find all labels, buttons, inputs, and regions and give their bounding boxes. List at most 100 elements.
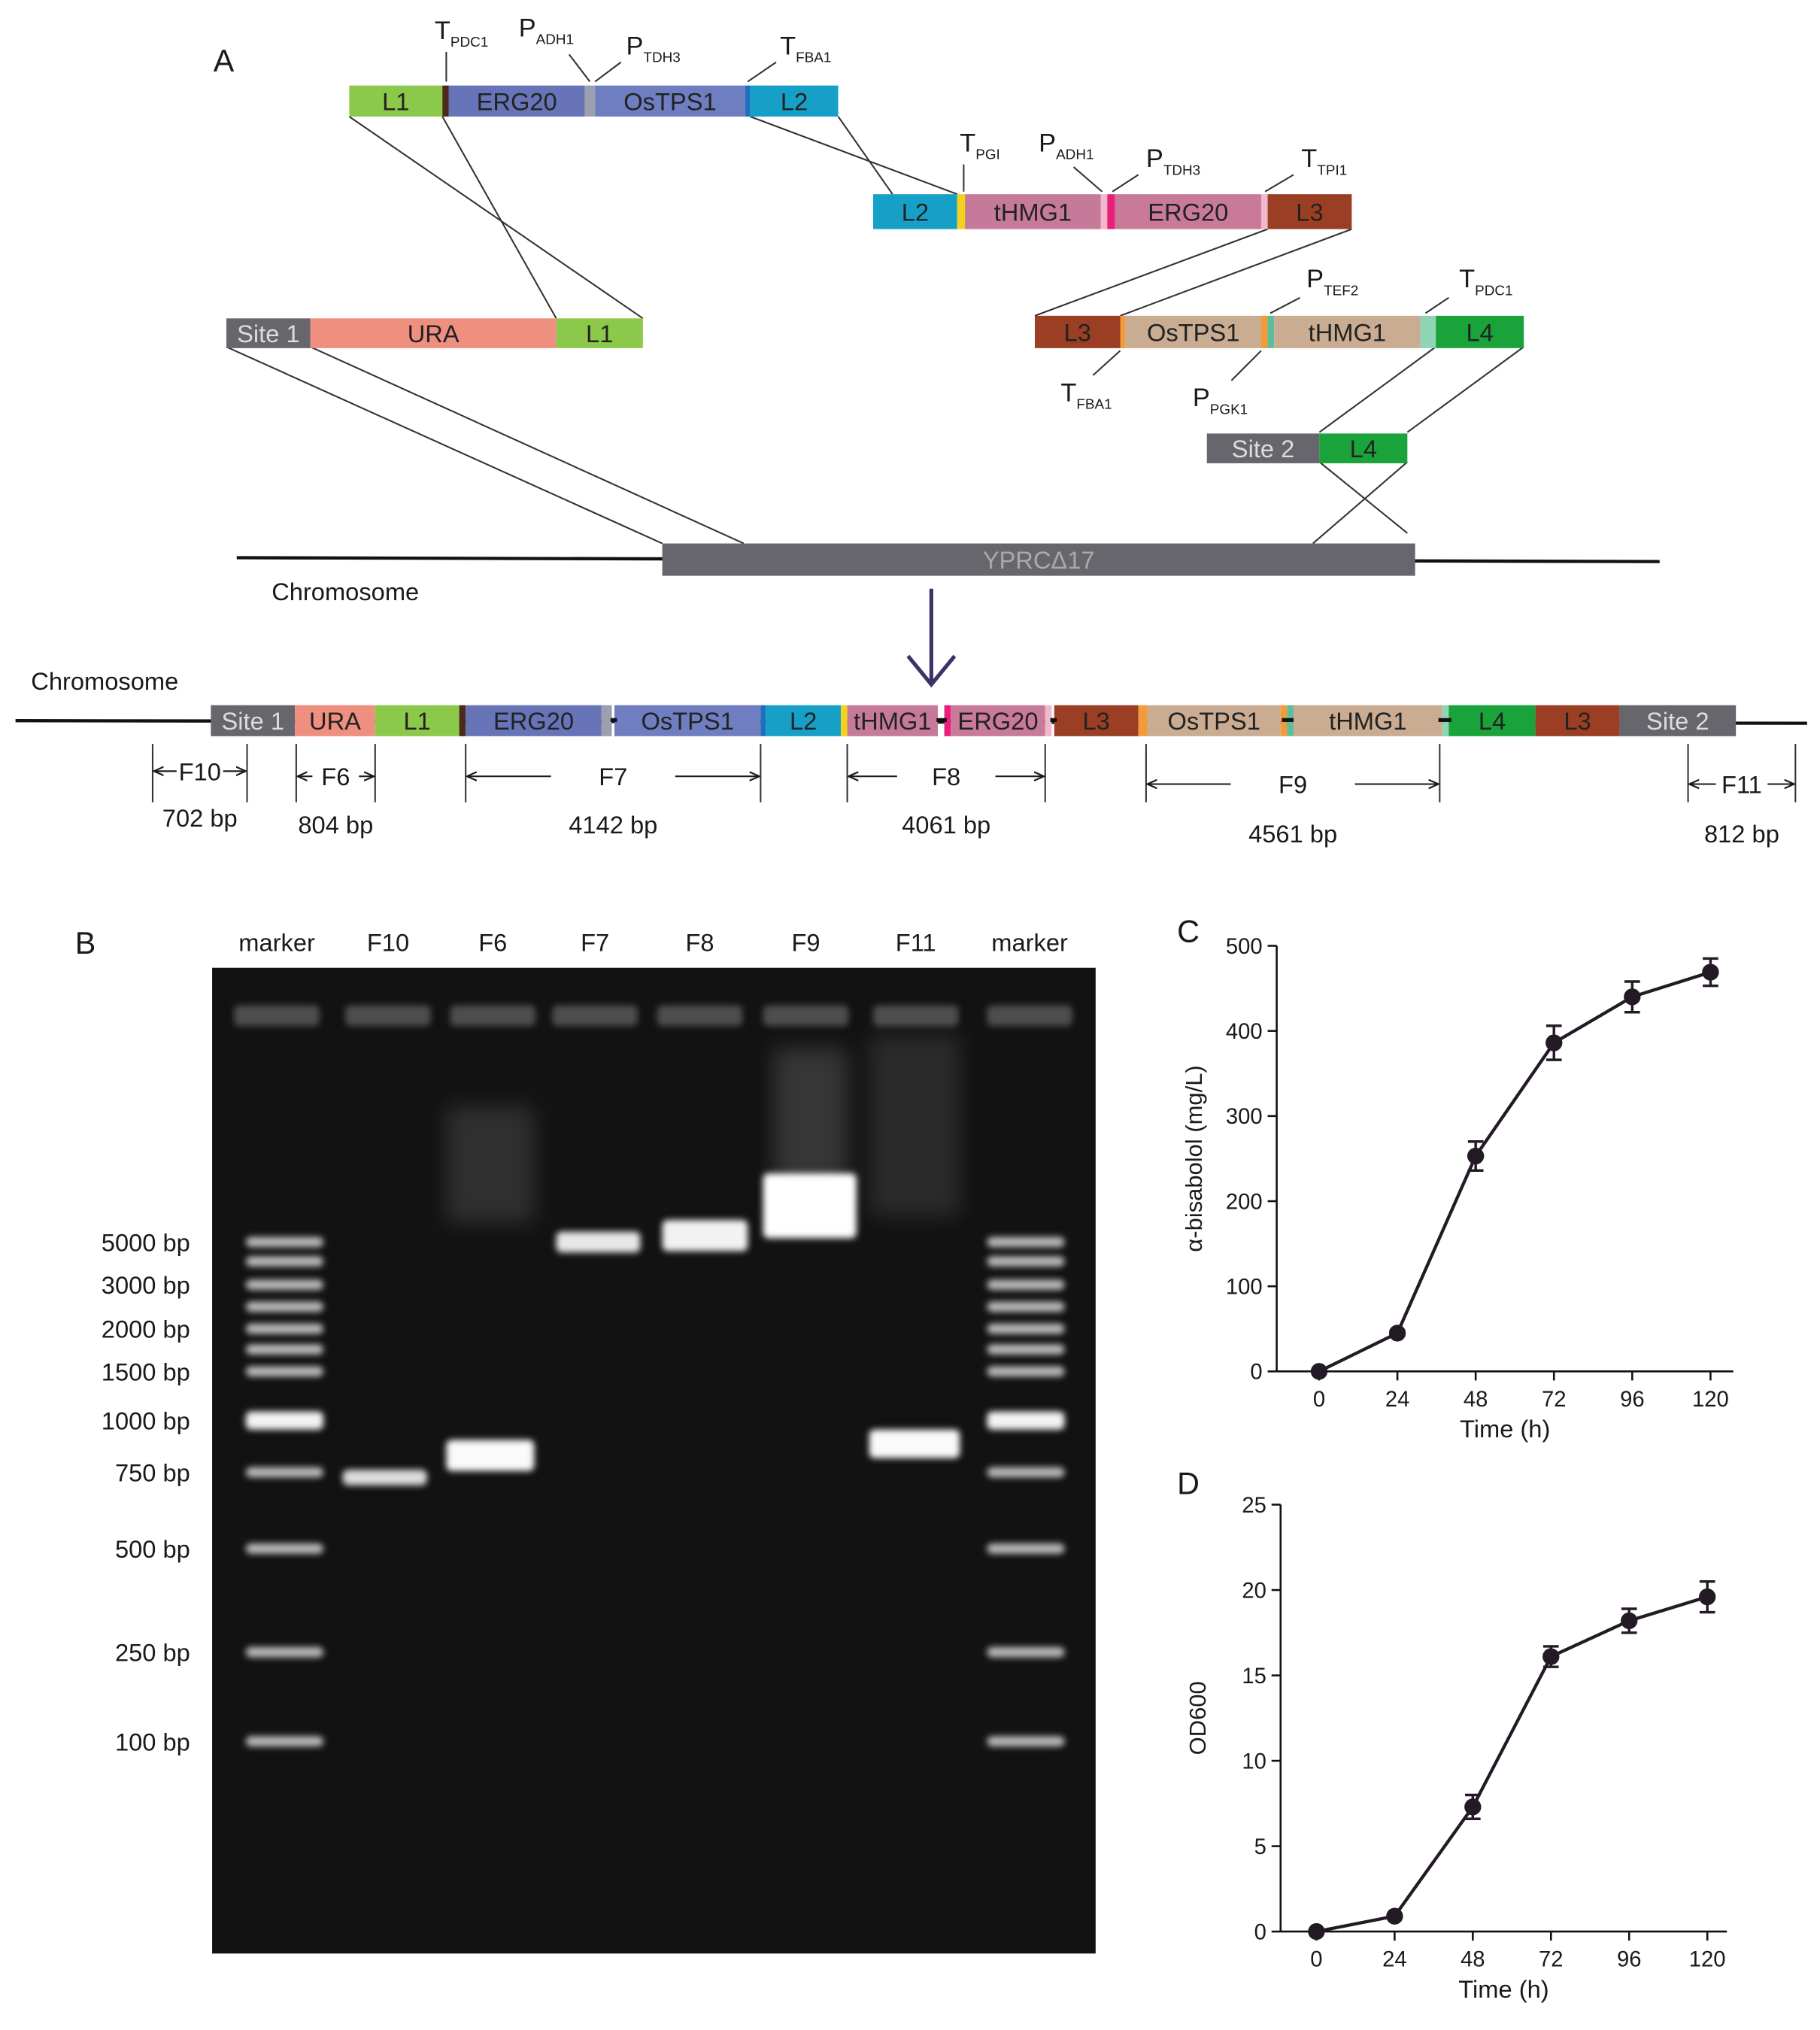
element-subscript: FBA1 [796,50,831,66]
y-tick-label: 400 [1226,1020,1263,1044]
crossover-lines [226,116,1524,545]
fragment-name: F10 [179,757,221,785]
data-point [1388,1325,1406,1342]
gel-band [987,1366,1065,1377]
block-label: ERG20 [957,707,1038,735]
gene-block [1319,433,1408,463]
fragment-size: 702 bp [162,804,238,832]
lane-label: marker [238,928,315,956]
gene-block [1034,315,1121,348]
gel-band [987,1323,1065,1334]
block-label: URA [309,707,361,735]
block-label: L2 [790,707,817,735]
linker [1438,718,1451,722]
element-block [601,705,612,736]
fragment-size: 804 bp [298,811,373,839]
block-label: Site 1 [221,707,284,735]
leader-line [1112,174,1139,193]
leader-line [747,61,777,83]
block-label: OsTPS1 [641,707,733,735]
gel-band [345,1005,431,1027]
gene-block [662,543,1415,576]
y-tick-label: 100 [1226,1275,1263,1299]
element-subscript: TDH3 [1163,162,1200,178]
panel-label: D [1177,1467,1200,1501]
gel-band [245,1543,323,1554]
data-point [1621,1612,1638,1630]
lane-label: F8 [685,928,714,956]
element-letter: T [960,129,975,157]
gene-block [766,705,841,736]
fragment-name: F9 [1279,771,1307,799]
gene-block [1535,705,1620,736]
element-letter: P [626,32,643,60]
gel-band [987,1646,1065,1658]
block-label: L4 [1479,707,1506,735]
gene-block [556,318,643,348]
lane-label: F11 [896,928,936,956]
element-label: PTEF2 [1306,265,1358,299]
data-point [1702,963,1719,981]
gel-band [446,1106,535,1223]
element-block [1107,194,1115,229]
x-tick-label: 96 [1617,1948,1642,1972]
block-label: tHMG1 [994,198,1072,226]
gel-band [245,1344,323,1355]
x-tick-label: 24 [1385,1388,1410,1412]
data-point [1310,1363,1328,1380]
element-letter: P [1306,265,1324,293]
gene-block [448,85,585,117]
fragment-size: 812 bp [1704,820,1779,848]
gel-band [234,1005,320,1027]
size-label: 2000 bp [102,1315,190,1343]
element-subscript: ADH1 [536,32,574,48]
leader-line [1092,350,1121,376]
data-point [1464,1798,1482,1816]
gene-block [211,705,296,736]
x-tick-label: 120 [1692,1388,1729,1412]
leader-line [1264,174,1294,193]
gene-block [1054,705,1139,736]
block-label: L3 [1064,318,1091,346]
size-label: 100 bp [115,1728,190,1755]
gene-block [1115,194,1261,229]
element-block [442,85,449,117]
element-subscript: TEF2 [1324,283,1358,299]
element-label: TFBA1 [1060,378,1112,412]
block-label: YPRCΔ17 [983,546,1095,574]
fragment-size: 4142 bp [569,811,657,839]
y-tick-label: 10 [1242,1749,1266,1774]
element-block [957,194,966,229]
chromosome-label: Chromosome [271,578,419,605]
gene-block [349,85,443,117]
fragment-size: 4561 bp [1248,820,1337,848]
gel-band [245,1646,323,1658]
block-label: tHMG1 [1309,318,1386,346]
gene-block [1619,705,1737,736]
gel-band [987,1301,1065,1312]
data-point [1698,1588,1716,1606]
lane-label: marker [991,928,1068,956]
element-label: TPDC1 [1459,265,1512,299]
element-label: PADH1 [519,14,574,47]
gel-band [450,1005,536,1027]
element-subscript: PGK1 [1210,402,1248,418]
y-tick-label: 300 [1226,1105,1263,1129]
gene-block [1274,315,1421,348]
element-label: TFBA1 [780,32,831,65]
gel-band [657,1005,743,1027]
element-subscript: PDC1 [1475,283,1512,299]
element-letter: T [1060,378,1076,407]
block-label: Site 2 [1232,435,1295,463]
element-letter: P [1039,129,1056,157]
block-label: OsTPS1 [623,87,716,115]
gel-band [245,1366,323,1377]
panel-label: C [1177,914,1200,948]
element-block [1260,194,1268,229]
element-letter: T [1301,144,1317,173]
gel-band [245,1467,323,1478]
y-tick-label: 200 [1226,1190,1263,1214]
block-label: L1 [382,87,409,115]
element-letter: P [519,14,536,42]
block-label: URA [408,320,460,347]
